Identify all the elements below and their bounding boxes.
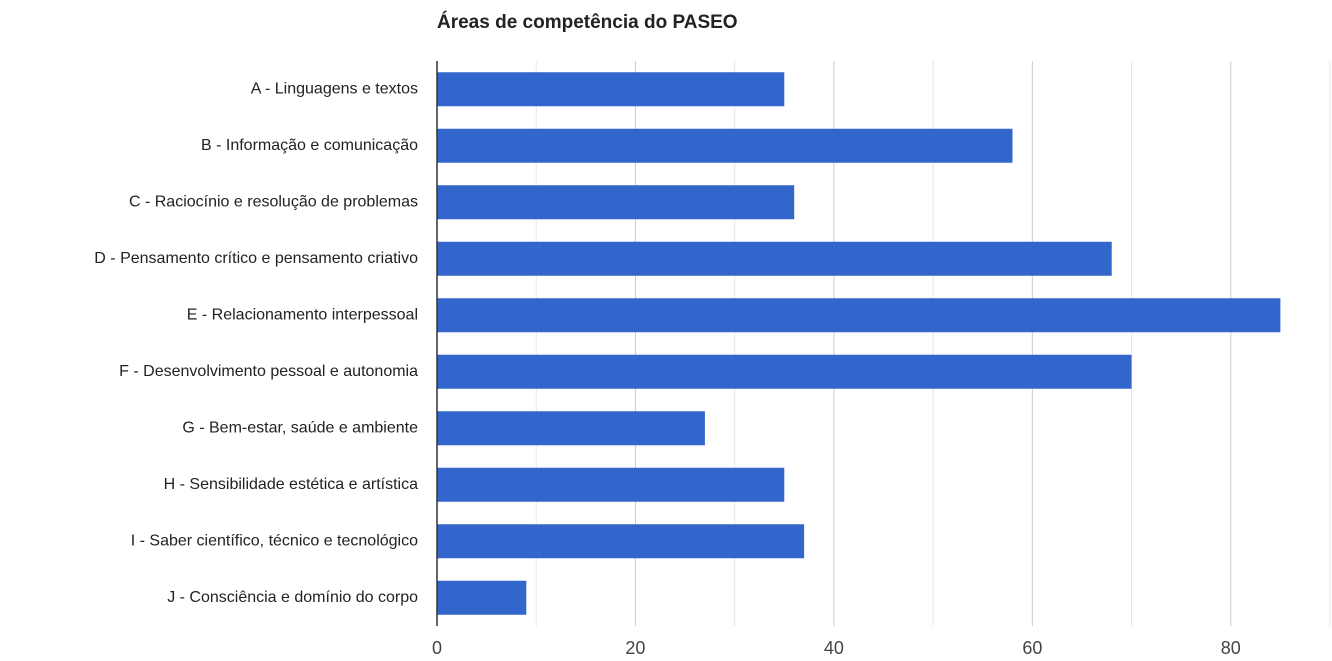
bar [437,580,527,615]
x-tick-label: 60 [1022,638,1042,658]
y-tick-label: D - Pensamento crítico e pensamento cria… [94,250,418,267]
y-tick-label: H - Sensibilidade estética e artística [164,476,418,493]
bar [437,128,1013,163]
bar [437,185,795,220]
x-tick-label: 80 [1221,638,1241,658]
y-tick-label: B - Informação e comunicação [201,137,418,154]
y-tick-label: G - Bem-estar, saúde e ambiente [182,419,418,436]
y-tick-label: F - Desenvolvimento pessoal e autonomia [119,363,418,380]
y-tick-label: J - Consciência e domínio do corpo [167,589,418,606]
bar [437,298,1281,333]
y-tick-label: A - Linguagens e textos [251,80,418,97]
bar [437,467,785,502]
y-tick-label: E - Relacionamento interpessoal [187,306,418,323]
bar [437,524,805,559]
y-tick-label: I - Saber científico, técnico e tecnológ… [131,532,418,549]
bar [437,411,705,446]
bar [437,72,785,107]
chart-title: Áreas de competência do PASEO [437,11,738,33]
bar [437,241,1112,276]
bar [437,354,1132,389]
x-tick-label: 0 [432,638,442,658]
x-tick-label: 40 [824,638,844,658]
x-tick-label: 20 [625,638,645,658]
y-tick-label: C - Raciocínio e resolução de problemas [129,193,418,210]
